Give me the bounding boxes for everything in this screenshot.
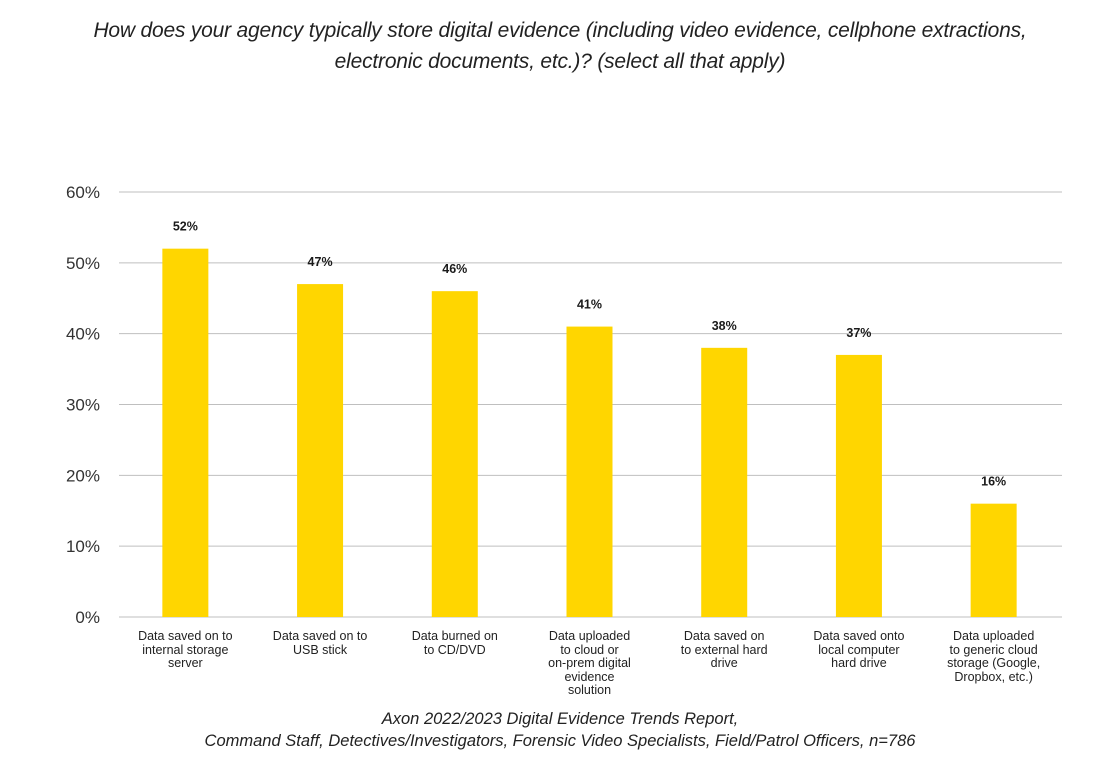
bar: [297, 284, 344, 617]
x-tick-label: Data saved on to external hard drive: [680, 629, 768, 670]
data-label: 37%: [846, 326, 871, 340]
gridlines: [119, 191, 1062, 618]
y-tick-label: 60%: [66, 183, 100, 202]
y-tick-label: 40%: [66, 325, 100, 344]
y-tick-label: 50%: [66, 254, 100, 273]
bar: [701, 347, 748, 617]
data-label: 52%: [173, 220, 198, 234]
bars: [162, 248, 1017, 617]
bar: [162, 248, 209, 617]
y-axis-ticks: 0% 10% 20% 30% 40% 50% 60%: [66, 183, 100, 627]
x-tick-label: Data uploaded to generic cloud storage (…: [947, 629, 1041, 684]
x-tick-label: Data saved on to internal storage server: [138, 629, 233, 670]
data-labels: 52% 47% 46% 41% 38% 37% 16%: [173, 220, 1006, 489]
bar: [566, 326, 613, 617]
data-label: 46%: [442, 262, 467, 276]
y-tick-label: 0%: [75, 608, 100, 627]
x-tick-label: Data uploaded to cloud or on-prem digita…: [548, 629, 631, 697]
chart-source: Axon 2022/2023 Digital Evidence Trends R…: [204, 710, 916, 750]
data-label: 16%: [981, 475, 1006, 489]
data-label: 41%: [577, 298, 602, 312]
bar: [835, 354, 882, 617]
chart-title: How does your agency typically store dig…: [93, 19, 1027, 73]
y-tick-label: 10%: [66, 537, 100, 556]
x-tick-label: Data burned on to CD/DVD: [411, 629, 498, 657]
x-tick-label: Data saved on to USB stick: [272, 629, 368, 657]
x-tick-label: Data saved onto local computer hard driv…: [813, 629, 905, 670]
bar: [970, 503, 1017, 617]
y-tick-label: 30%: [66, 396, 100, 415]
data-label: 38%: [712, 319, 737, 333]
bar: [431, 291, 478, 617]
data-label: 47%: [308, 255, 333, 269]
y-tick-label: 20%: [66, 466, 100, 485]
